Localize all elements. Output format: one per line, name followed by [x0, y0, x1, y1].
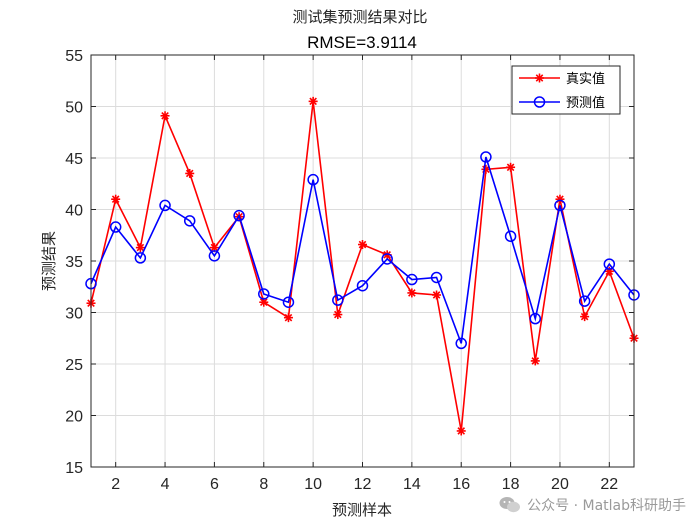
legend-marker	[533, 96, 546, 108]
x-tick-label: 20	[551, 476, 569, 493]
data-point	[580, 312, 590, 322]
data-point	[258, 288, 270, 300]
data-point	[455, 337, 467, 350]
data-point	[308, 96, 318, 106]
data-point	[603, 258, 616, 270]
wechat-icon	[499, 496, 521, 514]
data-point	[185, 168, 195, 178]
data-point	[111, 194, 121, 204]
watermark-text: 公众号 · Matlab科研助手	[527, 498, 686, 514]
data-point	[159, 199, 171, 212]
legend-label: 预测值	[566, 95, 605, 111]
y-tick-label: 20	[65, 409, 83, 426]
legend-label: 真实值	[566, 71, 605, 87]
data-point	[233, 209, 245, 222]
x-axis-label: 预测样本	[332, 501, 392, 519]
data-point	[356, 279, 369, 292]
y-tick-label: 50	[65, 100, 83, 117]
data-point	[456, 426, 466, 436]
data-point	[208, 250, 221, 262]
data-point	[134, 252, 147, 264]
data-point	[381, 253, 393, 265]
data-point	[307, 173, 319, 186]
x-tick-label: 10	[304, 476, 322, 493]
x-tick-label: 14	[403, 476, 421, 493]
x-tick-label: 22	[600, 476, 618, 493]
data-point	[430, 271, 443, 284]
data-point	[283, 313, 293, 323]
x-tick-label: 6	[210, 476, 219, 493]
series-2	[85, 151, 640, 350]
chart-title: 测试集预测结果对比	[292, 8, 427, 26]
x-tick-label: 2	[111, 476, 120, 493]
y-tick-label: 15	[65, 460, 83, 477]
data-point	[554, 199, 566, 212]
data-point	[480, 151, 492, 163]
x-tick-label: 12	[354, 476, 372, 493]
data-point	[506, 162, 516, 172]
legend-item: 预测值	[519, 95, 605, 111]
data-point	[530, 356, 540, 366]
data-point	[160, 111, 170, 121]
data-point	[135, 243, 145, 253]
x-tick-label: 4	[161, 476, 170, 493]
ticks: 2 4 6 8 10 12 14 16 18 20 22 15 20 25 30 35 40 45 50 55	[65, 48, 634, 493]
data-point	[432, 290, 442, 300]
x-tick-label: 8	[259, 476, 268, 493]
y-tick-label: 30	[65, 306, 83, 323]
legend-box	[511, 65, 621, 115]
data-point	[504, 230, 517, 243]
watermark: 公众号 · Matlab科研助手	[499, 495, 686, 515]
y-tick-label: 25	[65, 357, 83, 374]
x-tick-label: 18	[502, 476, 520, 493]
x-tick-label: 16	[452, 476, 470, 493]
data-point	[578, 295, 591, 307]
data-point	[406, 273, 418, 286]
series-line	[90, 156, 635, 344]
grid	[91, 54, 634, 468]
legend-item: 真实值	[519, 71, 605, 87]
y-tick-label: 40	[65, 203, 83, 220]
data-point	[109, 221, 122, 233]
y-tick-label: 45	[65, 151, 83, 168]
y-tick-label: 55	[65, 48, 83, 65]
data-point	[183, 215, 196, 227]
data-point	[407, 288, 417, 298]
data-point	[529, 312, 542, 325]
data-point	[259, 297, 269, 307]
y-tick-label: 35	[65, 254, 83, 271]
chart-subtitle: RMSE=3.9114	[307, 33, 417, 52]
data-point	[332, 294, 344, 306]
data-point	[282, 296, 295, 308]
legend-marker	[535, 73, 544, 83]
data-point	[333, 310, 343, 320]
data-point	[358, 240, 367, 250]
y-axis-label: 预测结果	[40, 231, 58, 291]
